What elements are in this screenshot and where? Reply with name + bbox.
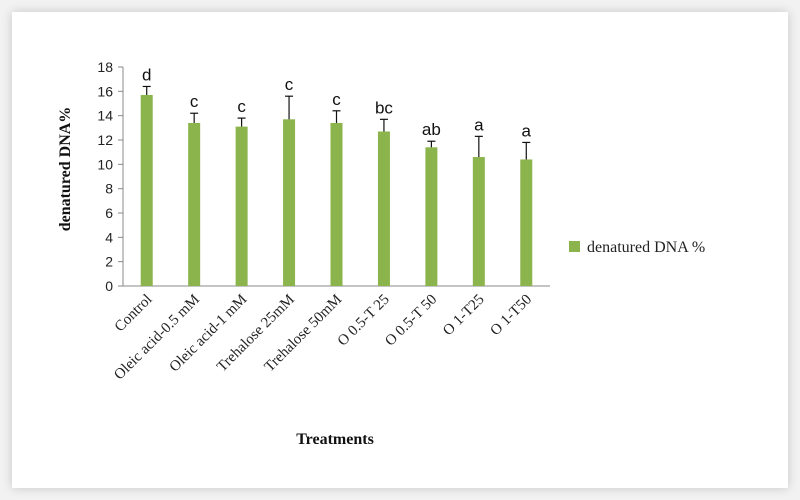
significance-label: d: [142, 65, 151, 84]
bar: [140, 94, 153, 286]
significance-label: a: [474, 115, 484, 134]
y-axis-title: denatured DNA%: [57, 107, 74, 232]
x-tick-label: O 1-T25: [440, 292, 488, 340]
significance-label: c: [332, 90, 341, 109]
y-tick-label: 18: [97, 59, 113, 75]
bar: [520, 159, 533, 286]
bar: [235, 126, 248, 286]
y-tick-label: 6: [105, 205, 113, 221]
bar: [472, 157, 485, 286]
y-tick-label: 16: [97, 83, 113, 99]
x-tick-label: Control: [112, 292, 156, 336]
bar-chart: 0 2 4 6 8 10 12 14 16 18 d c c c c bc ab a a ControlOleic…: [57, 59, 705, 448]
significance-label: a: [522, 121, 532, 140]
y-tick-label: 2: [105, 254, 113, 270]
bar: [425, 147, 438, 286]
significance-label: c: [237, 97, 246, 116]
legend-label: denatured DNA %: [587, 239, 705, 256]
y-tick-label: 8: [105, 181, 113, 197]
legend-swatch: [569, 241, 580, 252]
x-axis-title: Treatments: [296, 431, 374, 448]
bar: [377, 131, 390, 286]
x-tick-label: Oleic acid-0.5 mM: [111, 292, 203, 384]
bars: d c c c c bc ab a a: [140, 65, 533, 286]
bar: [330, 122, 343, 286]
bar: [283, 119, 296, 286]
chart-frame: 0 2 4 6 8 10 12 14 16 18 d c c c c bc ab a a Control Oleic…: [12, 12, 788, 488]
legend: denatured DNA %: [569, 239, 705, 256]
x-tick-label: O 0.5-T 50: [382, 292, 440, 350]
y-tick-label: 10: [97, 156, 113, 172]
y-tick-label: 12: [97, 132, 113, 148]
significance-label: c: [190, 92, 199, 111]
significance-label: bc: [375, 98, 393, 117]
y-tick-label: 0: [105, 278, 113, 294]
y-tick-label: 4: [105, 229, 113, 245]
significance-label: ab: [422, 120, 441, 139]
x-tick-label: O 1-T50: [488, 292, 536, 340]
bar: [188, 122, 201, 286]
significance-label: c: [285, 75, 294, 94]
y-tick-label: 14: [97, 108, 113, 124]
